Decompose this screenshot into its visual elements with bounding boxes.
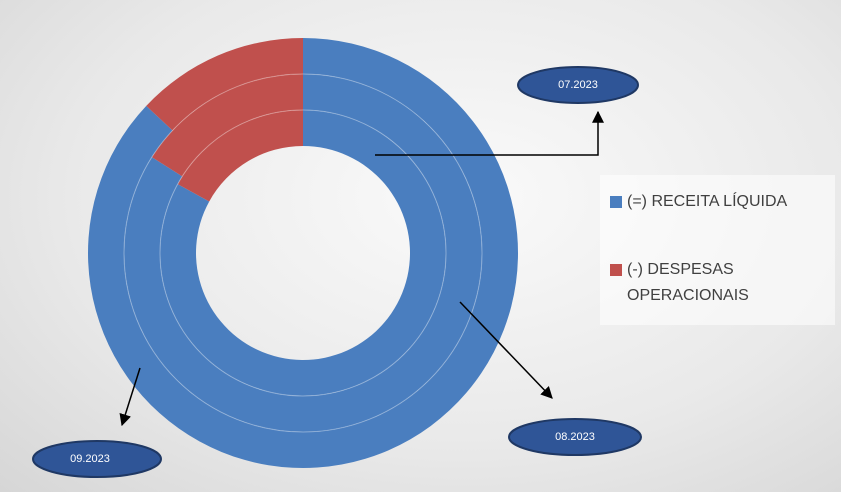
legend: (=) RECEITA LÍQUIDA (-) DESPESAS OPERACIO… [600,175,835,325]
donut-segment [146,38,303,131]
callout-label: 07.2023 [558,79,598,91]
legend-swatch [610,264,622,276]
arrow [119,367,141,427]
donut-segment [177,110,303,202]
callout-label: 09.2023 [70,453,110,465]
ring-separator [159,109,447,397]
callout: 08.2023 [508,418,642,456]
arrow [459,301,553,399]
donut-segment [151,74,303,177]
legend-item: (-) DESPESAS OPERACIONAIS [610,257,825,309]
arrow [375,110,604,156]
donut [87,38,519,469]
ring-separator [123,73,483,433]
legend-label: (=) RECEITA LÍQUIDA [627,193,788,210]
legend-item: (=) RECEITA LÍQUIDA [610,189,825,215]
legend-label: (-) DESPESAS OPERACIONAIS [627,261,749,304]
legend-swatch [610,196,622,208]
callout-label: 08.2023 [555,431,595,443]
callout: 09.2023 [32,440,162,478]
callout: 07.2023 [517,66,639,104]
